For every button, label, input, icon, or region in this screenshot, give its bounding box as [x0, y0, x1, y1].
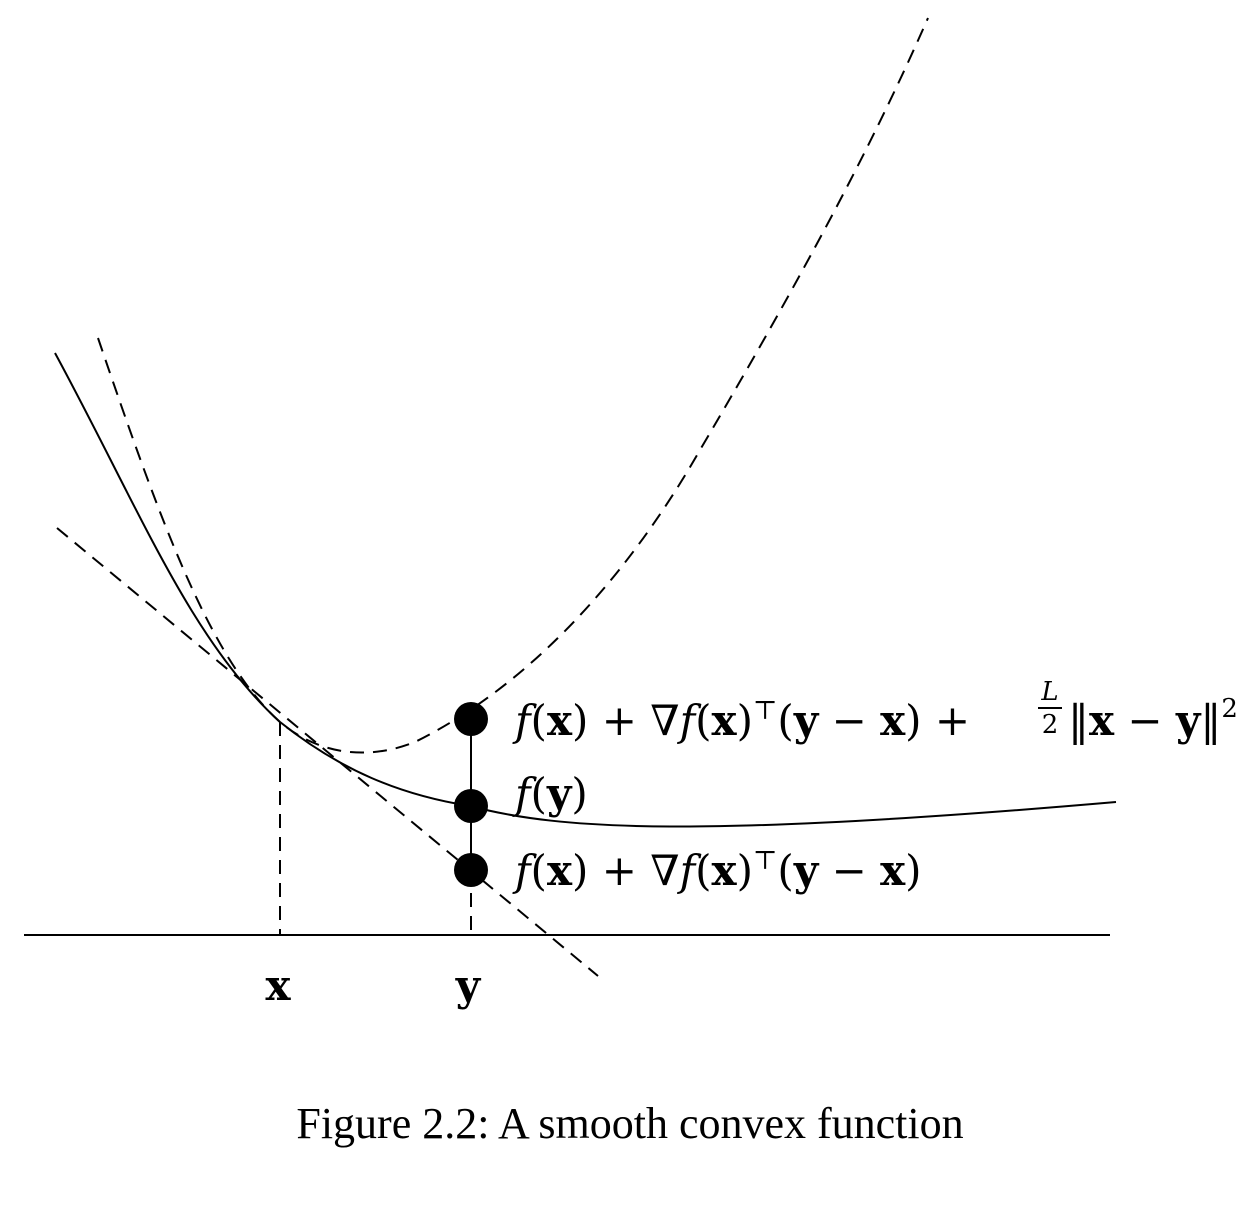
convex-function-diagram: x y f(x) + ∇f(x)⊤(y − x) + L 2 ‖x − y‖2 … — [24, 17, 1238, 1010]
fraction-denominator: 2 — [1042, 710, 1059, 740]
lower-bound-point — [454, 853, 488, 887]
x-axis-label: x — [265, 961, 291, 1010]
lower-bound-label: f(x) + ∇f(x)⊤(y − x) — [512, 846, 922, 895]
fy-label: f(y) — [512, 769, 588, 818]
upper-bound-point — [454, 702, 488, 736]
figure-caption: Figure 2.2: A smooth convex function — [296, 1099, 964, 1148]
quadratic-upper-bound-curve — [97, 17, 929, 754]
norm-term: ‖x − y‖2 — [1068, 694, 1238, 745]
fy-point — [454, 789, 488, 823]
fraction-numerator: L — [1040, 677, 1058, 707]
tangent-line — [56, 527, 599, 977]
upper-bound-label: f(x) + ∇f(x)⊤(y − x) + — [512, 696, 970, 745]
y-axis-label: y — [455, 961, 482, 1010]
convex-function-curve — [54, 352, 1117, 828]
